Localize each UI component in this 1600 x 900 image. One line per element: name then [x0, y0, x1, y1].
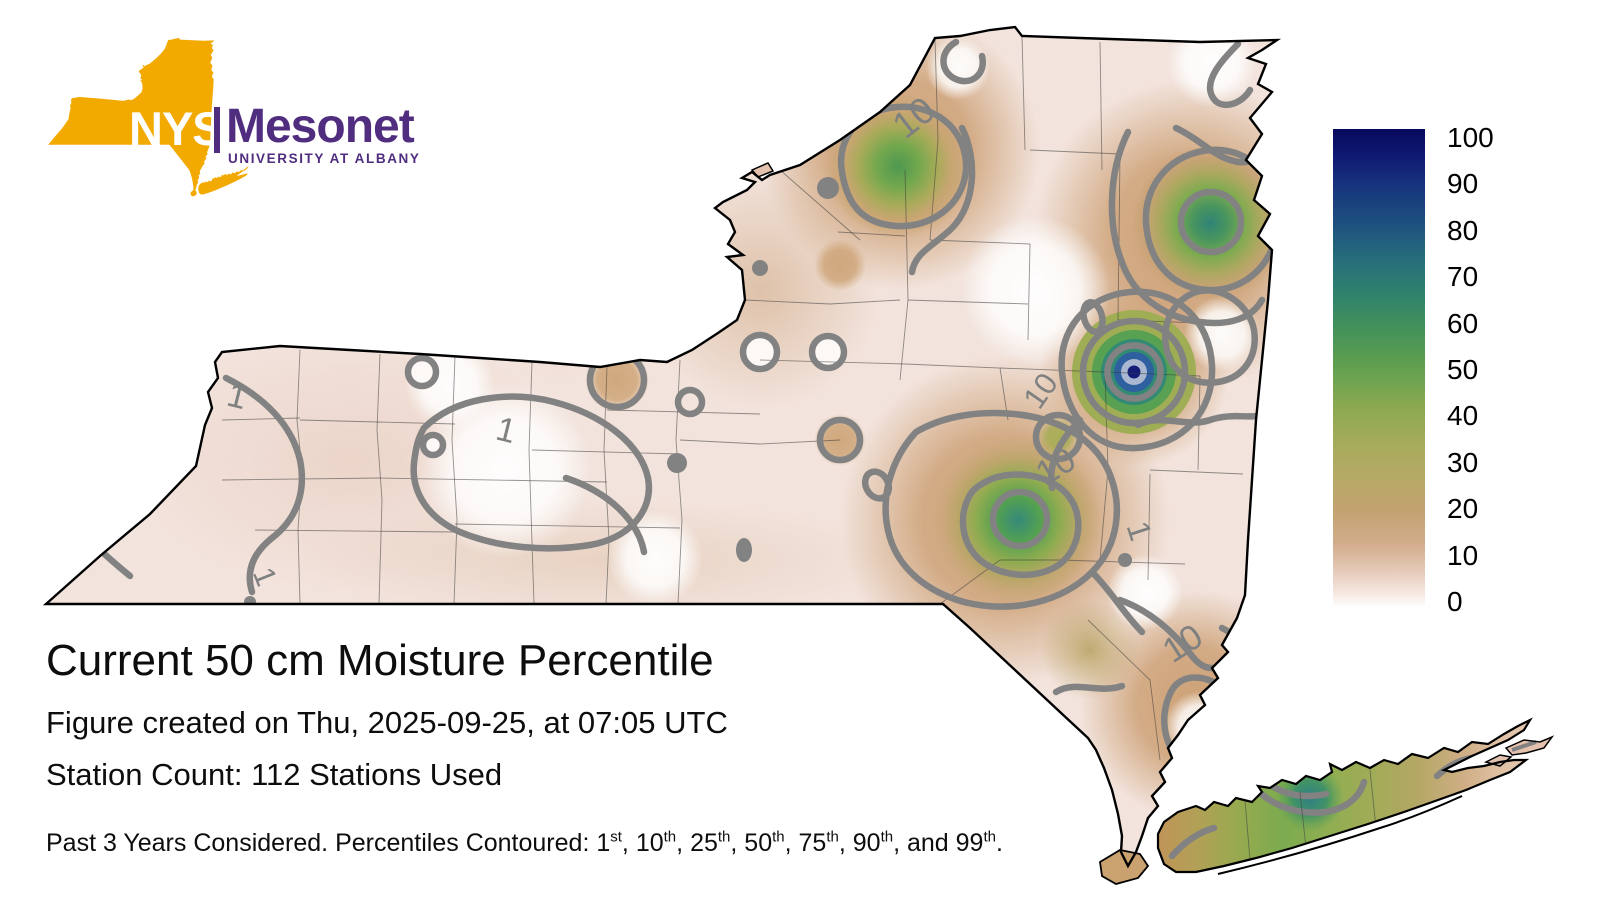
barrier-islands: [1217, 795, 1463, 875]
island-contour-streak: [1511, 740, 1537, 752]
colorbar-tick-40: 40: [1447, 400, 1479, 432]
colorbar-tick-10: 10: [1447, 539, 1479, 571]
colorbar-tick-80: 80: [1447, 214, 1479, 246]
footnote-percentile-list: 1st, 10th, 25th, 50th, 75th, 90th, and 9…: [596, 828, 1003, 857]
colorbar-tick-90: 90: [1447, 168, 1479, 200]
colorbar: [1333, 129, 1425, 607]
colorbar-tick-30: 30: [1447, 446, 1479, 478]
created-timestamp-line: Figure created on Thu, 2025-09-25, at 07…: [46, 705, 728, 740]
logo-tagline-text: UNIVERSITY AT ALBANY: [228, 151, 421, 166]
station-count-line: Station Count: 112 Stations Used: [46, 757, 503, 792]
footnote-lead: Past 3 Years Considered. Percentiles Con…: [46, 829, 597, 857]
colorbar-tick-0: 0: [1447, 586, 1463, 617]
state-outline: [44, 25, 1553, 885]
logo-mesonet-text: Mesonet: [226, 100, 415, 153]
colorbar-tick-20: 20: [1447, 493, 1479, 525]
colorbar-tick-60: 60: [1447, 307, 1479, 339]
colorbar-tick-70: 70: [1447, 261, 1479, 293]
figure-title: Current 50 cm Moisture Percentile: [46, 636, 714, 685]
footnote-line: Past 3 Years Considered. Percentiles Con…: [46, 829, 1003, 858]
logo-divider-bar: [214, 107, 220, 153]
colorbar-tick-100: 100: [1447, 122, 1494, 153]
logo-nys-text: NYS: [129, 102, 224, 155]
colorbar-tick-50: 50: [1447, 354, 1479, 385]
